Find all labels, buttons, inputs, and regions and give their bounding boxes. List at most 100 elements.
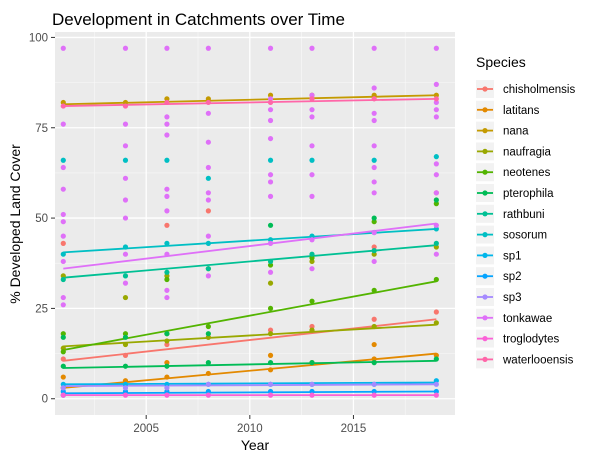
data-point-naufragia [371, 323, 377, 330]
data-point-tonkawae [267, 179, 274, 185]
data-point-tonkawae [122, 175, 129, 181]
legend-label-waterlooensis: waterlooensis [502, 354, 574, 366]
data-point-troglodytes [267, 392, 274, 398]
data-point-tonkawae [267, 45, 274, 51]
legend-items: chisholmensis latitans nana naufragia neoten… [476, 80, 575, 369]
data-point-pterophila [371, 215, 377, 221]
data-point-naufragia [164, 338, 170, 344]
data-point-rathbuni [164, 269, 170, 275]
data-point-troglodytes [433, 392, 439, 398]
data-point-latitans [60, 374, 66, 380]
data-point-tonkawae [122, 251, 129, 257]
data-point-pterophila [164, 363, 170, 369]
data-point-pterophila [205, 360, 211, 366]
data-point-tonkawae [205, 139, 211, 145]
data-point-sosorum [205, 240, 211, 246]
data-point-chisholmensis [164, 222, 170, 228]
data-point-sp3 [267, 381, 274, 387]
data-point-sp2 [122, 388, 129, 395]
chart-title: Development in Catchments over Time [52, 10, 345, 29]
legend-label-rathbuni: rathbuni [503, 209, 545, 221]
legend-key-point [482, 315, 488, 321]
data-point-naufragia [371, 251, 377, 257]
legend-label-pterophila: pterophila [503, 188, 554, 200]
data-point-nana [122, 99, 129, 106]
data-point-tonkawae [122, 45, 129, 51]
data-point-sp3 [371, 381, 377, 387]
data-point-sosorum [122, 157, 129, 163]
data-point-sp2 [164, 388, 170, 395]
y-tick-label: 0 [42, 394, 48, 406]
data-point-naufragia [122, 341, 129, 348]
data-point-troglodytes [122, 392, 129, 398]
data-point-tonkawae [267, 117, 274, 124]
data-point-tonkawae [164, 251, 170, 257]
data-point-rathbuni [433, 240, 439, 246]
data-point-neotenes [267, 305, 274, 312]
data-point-troglodytes [164, 392, 170, 398]
data-point-chisholmensis [122, 352, 129, 358]
data-point-tonkawae [371, 190, 377, 196]
legend-label-neotenes: neotenes [503, 167, 551, 179]
data-point-waterlooensis [309, 96, 315, 102]
legend-key-point [482, 86, 488, 92]
data-point-waterlooensis [371, 96, 377, 102]
data-point-tonkawae [164, 193, 170, 200]
data-point-neotenes [60, 349, 66, 355]
data-point-rathbuni [60, 276, 66, 283]
data-point-latitans [164, 360, 170, 366]
legend-key-point [482, 190, 488, 196]
data-point-tonkawae [371, 45, 377, 51]
data-point-tonkawae [371, 143, 377, 149]
legend-key-point [482, 294, 488, 300]
data-point-tonkawae [60, 302, 66, 308]
data-point-waterlooensis [164, 99, 170, 106]
data-point-rathbuni [122, 273, 129, 279]
data-point-tonkawae [433, 161, 439, 167]
data-point-tonkawae [309, 143, 315, 149]
data-point-pterophila [433, 356, 439, 362]
data-point-neotenes [433, 201, 439, 207]
data-point-neotenes [371, 219, 377, 225]
data-point-pterophila [60, 363, 66, 369]
grid-lines [55, 32, 455, 415]
data-point-pterophila [122, 363, 129, 369]
x-axis-label: Year [241, 437, 270, 453]
data-point-tonkawae [433, 107, 439, 113]
data-point-nana [60, 99, 66, 106]
data-point-naufragia [433, 320, 439, 326]
data-point-waterlooensis [205, 99, 211, 106]
data-point-sp3 [205, 381, 211, 387]
legend-label-nana: nana [503, 126, 529, 138]
data-point-waterlooensis [433, 96, 439, 102]
data-point-pterophila [205, 331, 211, 337]
data-point-sp3 [60, 385, 66, 391]
data-point-latitans [371, 341, 377, 348]
data-point-naufragia [164, 273, 170, 279]
data-point-sp1 [60, 381, 66, 387]
data-point-pterophila [433, 197, 439, 203]
data-point-tonkawae [267, 269, 274, 275]
data-point-tonkawae [60, 186, 66, 192]
data-point-tonkawae [309, 45, 315, 51]
data-point-naufragia [60, 273, 66, 279]
data-point-sp1 [122, 381, 129, 387]
data-point-sosorum [371, 157, 377, 163]
data-point-sosorum [122, 244, 129, 250]
data-point-tonkawae [60, 121, 66, 127]
data-point-tonkawae [164, 208, 170, 214]
data-point-tonkawae [433, 222, 439, 228]
legend-label-chisholmensis: chisholmensis [503, 84, 575, 96]
data-point-waterlooensis [60, 103, 66, 109]
data-point-rathbuni [267, 258, 274, 265]
data-point-pterophila [371, 360, 377, 366]
data-point-neotenes [60, 331, 66, 337]
data-point-pterophila [309, 360, 315, 366]
data-point-troglodytes [371, 392, 377, 398]
data-point-tonkawae [164, 294, 170, 301]
data-point-rathbuni [309, 251, 315, 257]
data-point-naufragia [433, 244, 439, 250]
data-point-tonkawae [433, 190, 439, 196]
data-point-tonkawae [371, 258, 377, 265]
data-point-neotenes [267, 262, 274, 268]
